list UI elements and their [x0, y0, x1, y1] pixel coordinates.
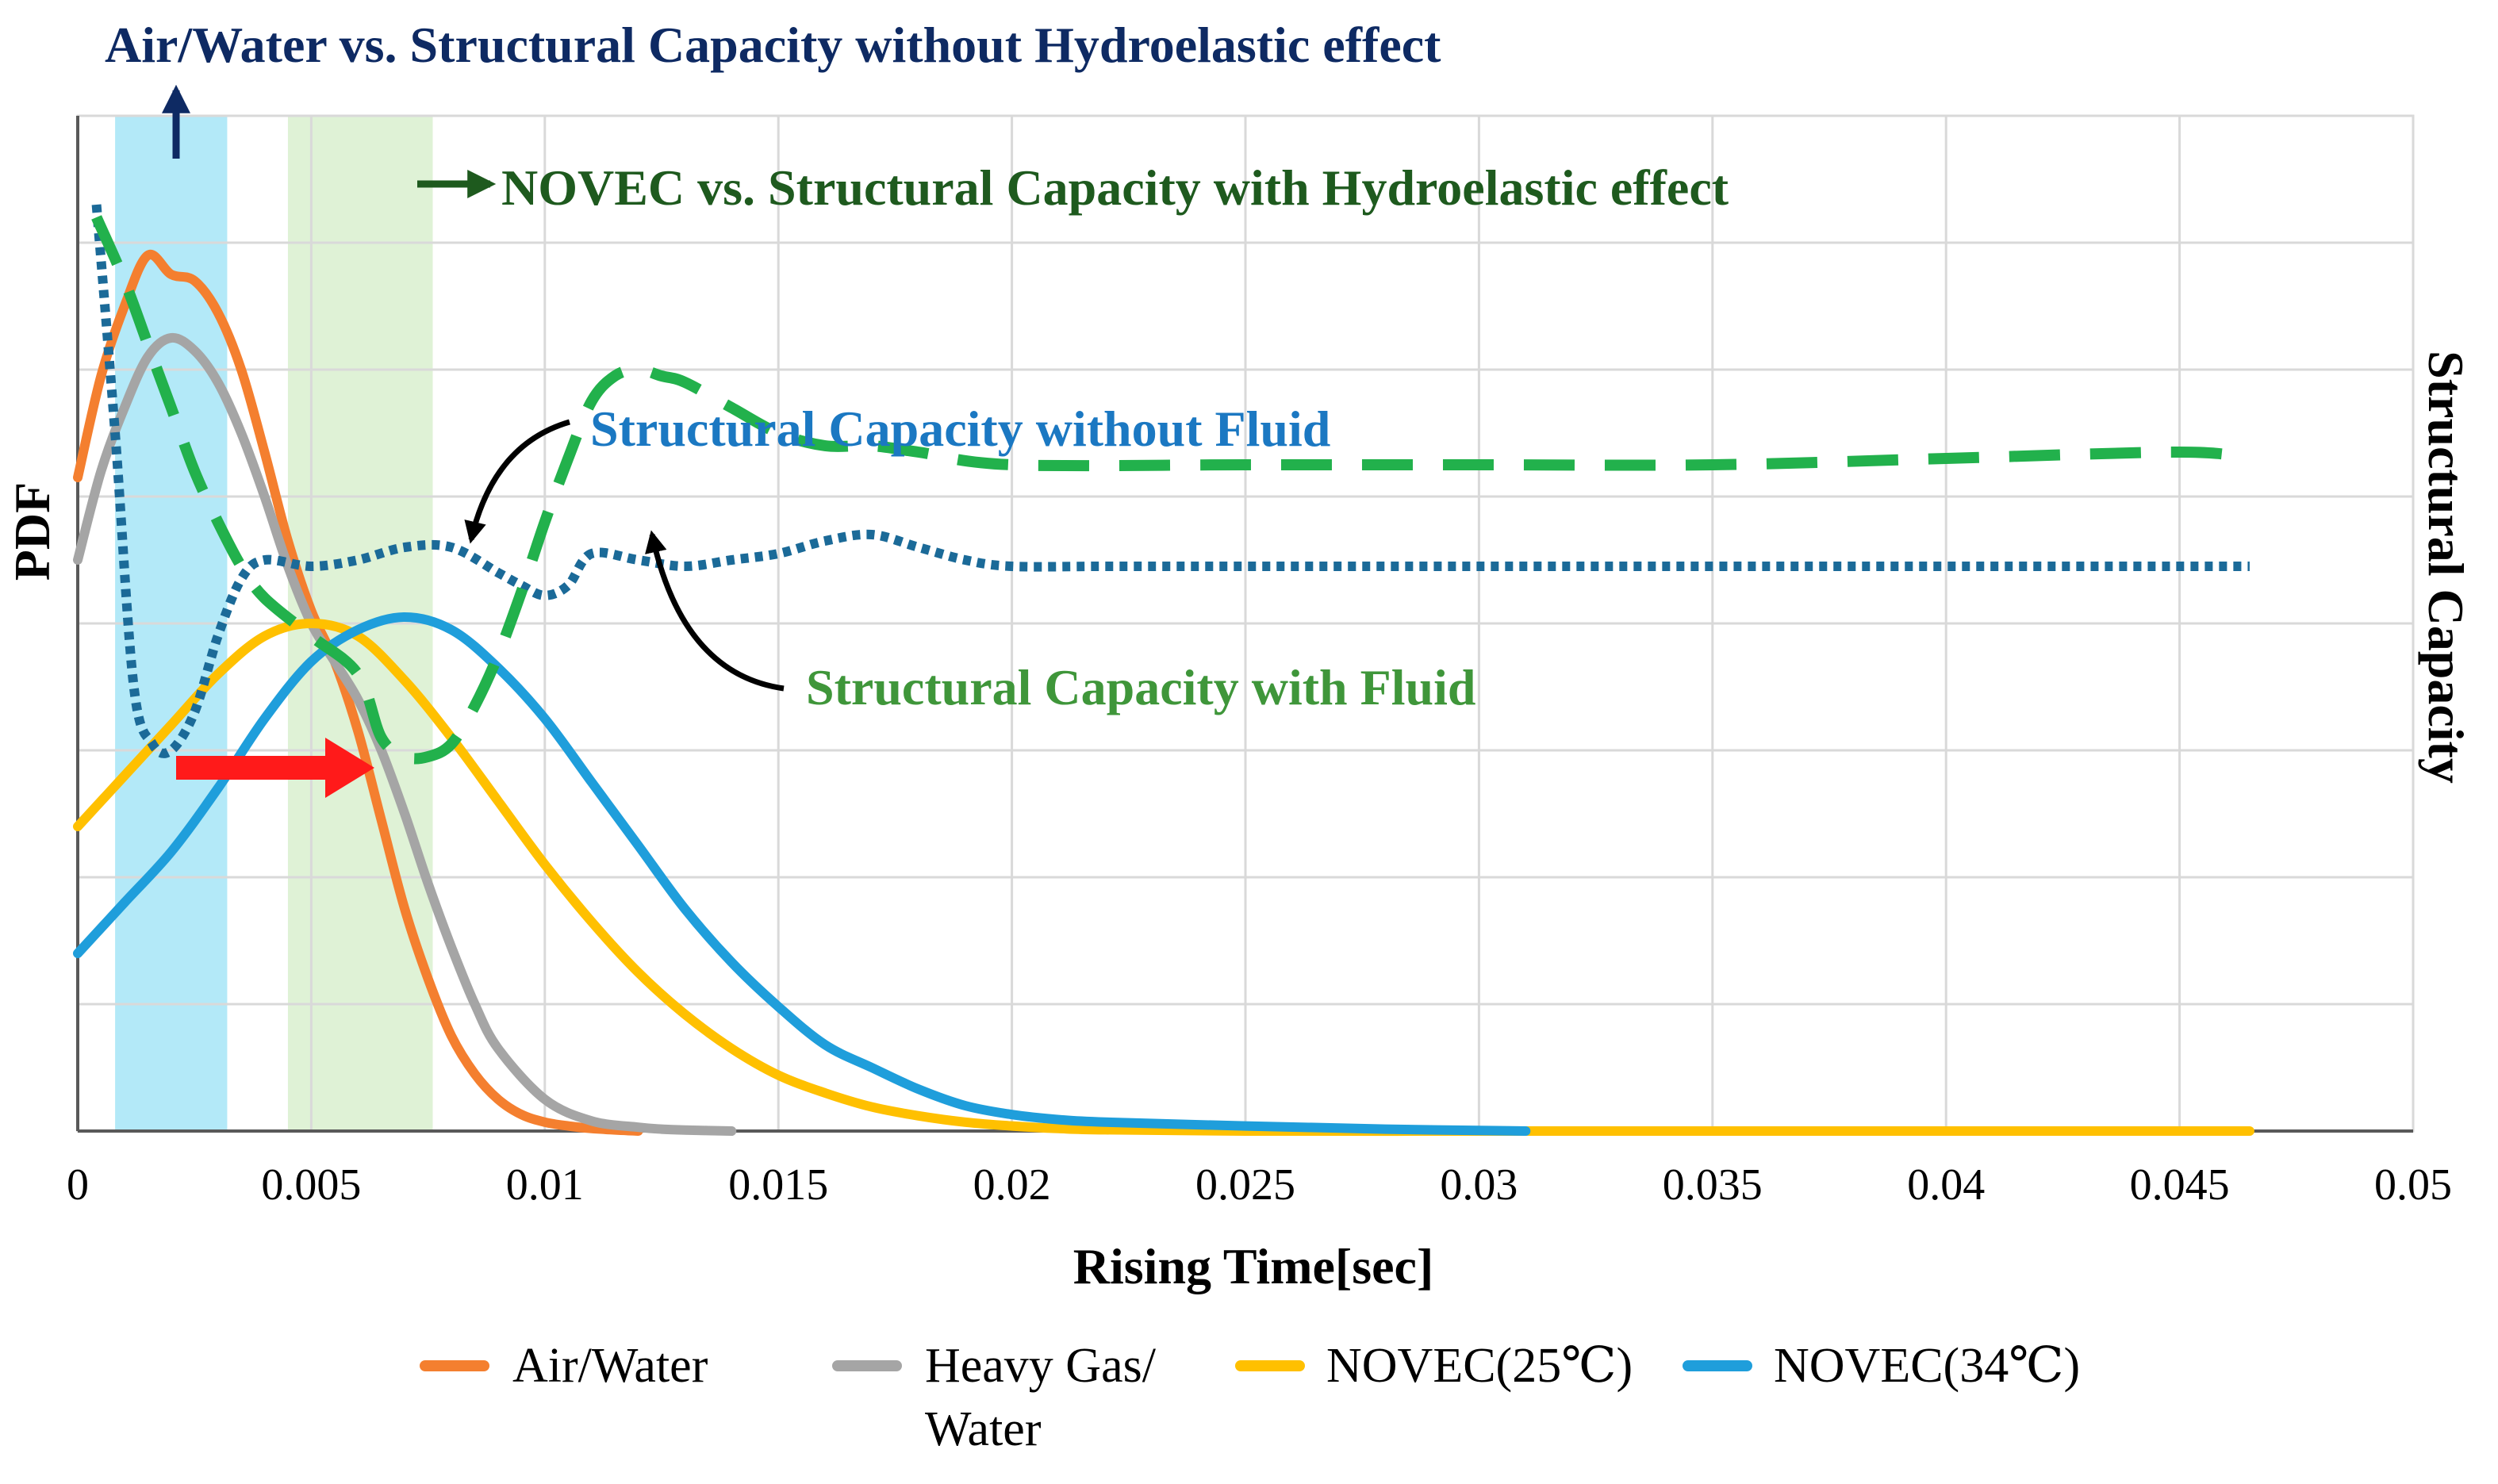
legend-label-novec-25: NOVEC(25℃): [1326, 1339, 1633, 1393]
legend-label-novec-34: NOVEC(34℃): [1774, 1339, 2080, 1393]
x-tick-label: 0.03: [1440, 1160, 1518, 1210]
series-line-structural-capacity-without-fluid: [91, 204, 2250, 758]
legend-item-heavy-gas-water[interactable]: Heavy Gas/Water: [832, 1339, 1157, 1456]
chart-title: Air/Water vs. Structural Capacity withou…: [105, 17, 1441, 73]
series-line-heavy-gas-water: [73, 332, 737, 1136]
x-tick-label: 0.035: [1663, 1160, 1763, 1210]
legend-item-novec-25[interactable]: NOVEC(25℃): [1235, 1339, 1633, 1393]
x-tick-label: 0.045: [2130, 1160, 2230, 1210]
annotation-capacity-without-fluid: Structural Capacity without Fluid: [590, 401, 1330, 457]
legend-label-line: Water: [925, 1402, 1042, 1456]
without-fluid-pointer-arrow: [464, 419, 570, 544]
series-line-novec-34: [73, 612, 1531, 1136]
legend-label-air-water: Air/Water: [512, 1339, 708, 1393]
y-axis-label: PDF: [4, 482, 60, 581]
legend-item-novec-34[interactable]: NOVEC(34℃): [1683, 1339, 2080, 1393]
x-tick-label: 0.015: [728, 1160, 828, 1210]
legend-label-heavy-gas-water: Heavy Gas/Water: [925, 1339, 1157, 1456]
x-tick-label: 0.025: [1195, 1160, 1295, 1210]
y2-axis-label: Structural Capacity: [2418, 351, 2474, 784]
x-tick-label: 0.05: [2374, 1160, 2452, 1210]
with-fluid-pointer-arrow: [645, 530, 785, 692]
x-tick-label: 0.04: [1907, 1160, 1985, 1210]
legend: Air/Water Heavy Gas/Water NOVEC(25℃) NOV…: [420, 1339, 2080, 1456]
legend-item-air-water[interactable]: Air/Water: [420, 1339, 708, 1393]
legend-label-line: Heavy Gas/: [925, 1339, 1157, 1393]
x-axis-label: Rising Time[sec]: [1073, 1238, 1434, 1294]
x-tick-label: 0.005: [261, 1160, 361, 1210]
annotation-hydroelastic-novec: NOVEC vs. Structural Capacity with Hydro…: [501, 159, 1729, 216]
series-line-structural-capacity-with-fluid: [91, 215, 2251, 765]
x-tick-label: 0: [67, 1160, 89, 1210]
shift-arrowhead: [325, 738, 374, 798]
annotation-capacity-with-fluid: Structural Capacity with Fluid: [806, 659, 1475, 715]
series-line-novec-25: [73, 619, 2254, 1137]
x-tick-label: 0.02: [973, 1160, 1051, 1210]
x-tick-label: 0.01: [506, 1160, 584, 1210]
